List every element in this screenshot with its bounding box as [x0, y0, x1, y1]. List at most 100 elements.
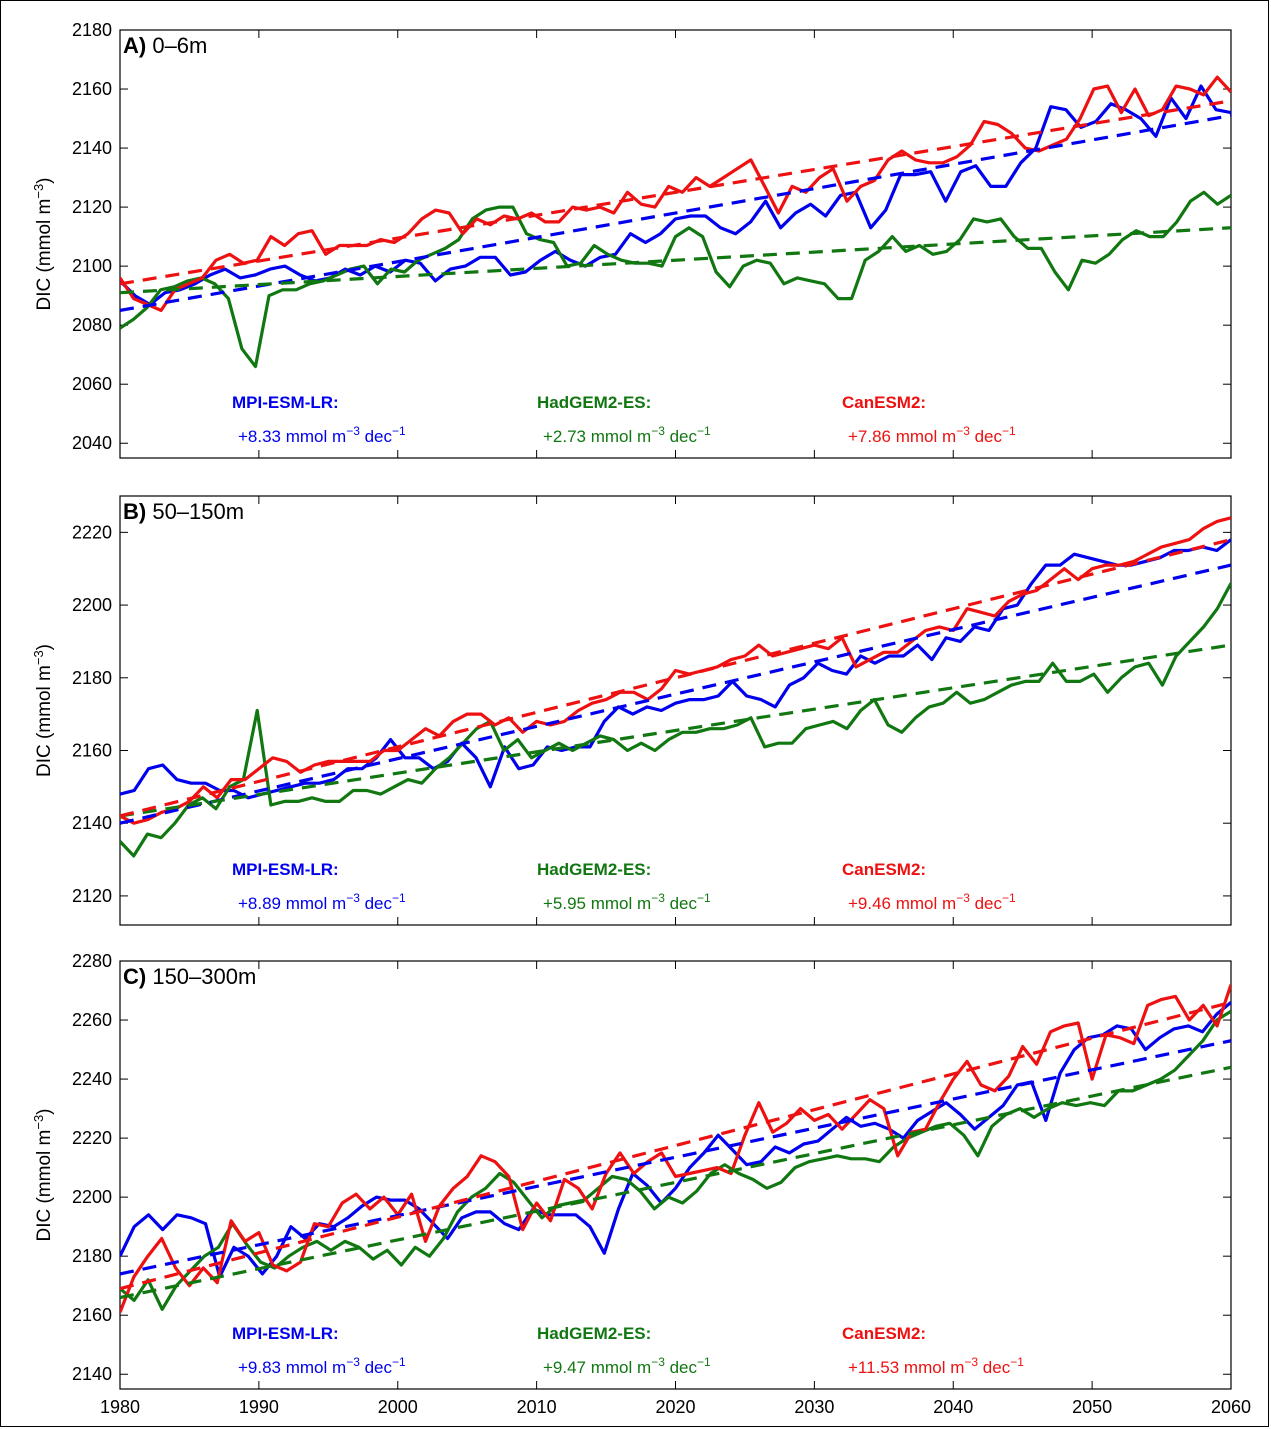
panel-title: B) 50–150m — [123, 499, 244, 524]
y-tick-label: 2140 — [72, 138, 112, 158]
trend-rate-exponent: −3 — [651, 1355, 665, 1369]
y-tick-label: 2100 — [72, 256, 112, 276]
x-tick-label: 2030 — [794, 1397, 834, 1417]
series-name-hadgem2-es: HadGEM2-ES: — [537, 393, 651, 412]
trend-rate-unit: dec — [665, 427, 698, 446]
trend-rate-value: +9.46 mmol m — [848, 894, 956, 913]
trend-rate-value: +11.53 mmol m — [848, 1358, 964, 1377]
trend-rate-mpi-esm-lr: +8.89 mmol m−3 dec−1 — [238, 891, 406, 913]
panel-title: C) 150–300m — [123, 964, 256, 989]
series-name-canesm2: CanESM2: — [842, 1324, 926, 1343]
y-tick-label: 2120 — [72, 886, 112, 906]
trend-rate-exponent: −3 — [346, 1355, 360, 1369]
trend-rate-unit-exponent: −1 — [697, 891, 711, 905]
trend-rate-hadgem2-es: +2.73 mmol m−3 dec−1 — [543, 424, 711, 446]
y-axis-label-exponent: −3 — [31, 650, 46, 665]
panel-depth-range: 0–6m — [146, 33, 207, 58]
panel-letter: A) — [123, 33, 146, 58]
y-axis-label-exponent: −3 — [31, 184, 46, 199]
y-axis-label-close: ) — [34, 644, 55, 650]
y-tick-label: 2260 — [72, 1010, 112, 1030]
trend-rate-exponent: −3 — [956, 424, 970, 438]
series-name-hadgem2-es: HadGEM2-ES: — [537, 1324, 651, 1343]
y-tick-label: 2060 — [72, 374, 112, 394]
series-lines — [120, 516, 1231, 858]
trend-rate-hadgem2-es: +9.47 mmol m−3 dec−1 — [543, 1355, 711, 1377]
panel-letter: C) — [123, 964, 146, 989]
y-axis-label-text: DIC (mmol m — [34, 1130, 55, 1242]
y-tick-label: 2200 — [72, 595, 112, 615]
series-line-canesm2 — [120, 984, 1231, 1313]
y-tick-label: 2160 — [72, 1305, 112, 1325]
trend-rate-unit: dec — [970, 427, 1003, 446]
trend-line-canesm2 — [120, 538, 1231, 818]
trend-rate-canesm2: +9.46 mmol m−3 dec−1 — [848, 891, 1016, 913]
y-axis-label-close: ) — [34, 1108, 55, 1114]
series-line-hadgem2-es — [120, 190, 1231, 369]
y-axis-label-text: DIC (mmol m — [34, 665, 55, 777]
y-axis-label-exponent: −3 — [31, 1115, 46, 1130]
panel-depth-range: 150–300m — [146, 964, 256, 989]
trend-rate-unit: dec — [360, 427, 393, 446]
trend-rate-exponent: −3 — [651, 891, 665, 905]
series-line-hadgem2-es — [120, 582, 1231, 858]
x-tick-label: 2020 — [655, 1397, 695, 1417]
panel-title: A) 0–6m — [123, 33, 207, 58]
panel-letter: B) — [123, 499, 146, 524]
trend-rate-unit: dec — [665, 1358, 698, 1377]
trend-line-hadgem2-es — [120, 1065, 1231, 1300]
y-tick-label: 2180 — [72, 20, 112, 40]
series-lines — [120, 75, 1231, 369]
trend-rate-unit-exponent: −1 — [392, 1355, 406, 1369]
y-tick-label: 2040 — [72, 433, 112, 453]
trend-rate-unit-exponent: −1 — [1010, 1355, 1024, 1369]
x-tick-label: 1980 — [100, 1397, 140, 1417]
x-tick-label: 2000 — [378, 1397, 418, 1417]
trend-rate-exponent: −3 — [651, 424, 665, 438]
y-tick-label: 2160 — [72, 740, 112, 760]
x-tick-label: 2040 — [933, 1397, 973, 1417]
y-tick-label: 2180 — [72, 668, 112, 688]
y-axis-label: DIC (mmol m−3) — [31, 1108, 56, 1241]
x-tick-label: 2060 — [1211, 1397, 1251, 1417]
trend-line-mpi-esm-lr — [120, 114, 1231, 312]
series-name-canesm2: CanESM2: — [842, 860, 926, 879]
y-axis-label-text: DIC (mmol m — [34, 199, 55, 311]
trend-line-canesm2 — [120, 1000, 1231, 1291]
trend-rate-unit: dec — [978, 1358, 1011, 1377]
trend-line-canesm2 — [120, 99, 1231, 286]
trend-rate-value: +7.86 mmol m — [848, 427, 956, 446]
y-tick-label: 2140 — [72, 1364, 112, 1384]
panel-c: 2140 2160 2180 2200 2220 2240 2260 2280 1980 1990… — [31, 951, 1252, 1417]
trend-rate-value: +2.73 mmol m — [543, 427, 651, 446]
trend-rate-value: +5.95 mmol m — [543, 894, 651, 913]
series-name-mpi-esm-lr: MPI-ESM-LR: — [232, 393, 339, 412]
y-tick-label: 2140 — [72, 813, 112, 833]
trend-rate-unit: dec — [360, 894, 393, 913]
trend-rate-hadgem2-es: +5.95 mmol m−3 dec−1 — [543, 891, 711, 913]
y-tick-label: 2080 — [72, 315, 112, 335]
trend-rate-value: +9.47 mmol m — [543, 1358, 651, 1377]
y-axis-label: DIC (mmol m−3) — [31, 644, 56, 777]
trend-rate-unit-exponent: −1 — [392, 891, 406, 905]
trend-rate-value: +9.83 mmol m — [238, 1358, 346, 1377]
y-tick-label: 2180 — [72, 1246, 112, 1266]
trend-rate-unit-exponent: −1 — [392, 424, 406, 438]
y-tick-label: 2220 — [72, 1128, 112, 1148]
trend-rate-unit-exponent: −1 — [1002, 891, 1016, 905]
series-line-mpi-esm-lr — [120, 1001, 1231, 1279]
trend-rate-unit-exponent: −1 — [697, 424, 711, 438]
trend-rate-unit-exponent: −1 — [697, 1355, 711, 1369]
y-tick-label: 2220 — [72, 522, 112, 542]
series-lines — [120, 984, 1231, 1313]
trend-rate-mpi-esm-lr: +8.33 mmol m−3 dec−1 — [238, 424, 406, 446]
trend-rate-exponent: −3 — [346, 891, 360, 905]
trend-line-mpi-esm-lr — [120, 1039, 1231, 1276]
trend-rate-canesm2: +11.53 mmol m−3 dec−1 — [848, 1355, 1024, 1377]
trend-line-hadgem2-es — [120, 226, 1231, 295]
series-name-mpi-esm-lr: MPI-ESM-LR: — [232, 860, 339, 879]
trend-rate-unit: dec — [970, 894, 1003, 913]
series-line-mpi-esm-lr — [120, 538, 1231, 800]
trend-rate-exponent: −3 — [956, 891, 970, 905]
